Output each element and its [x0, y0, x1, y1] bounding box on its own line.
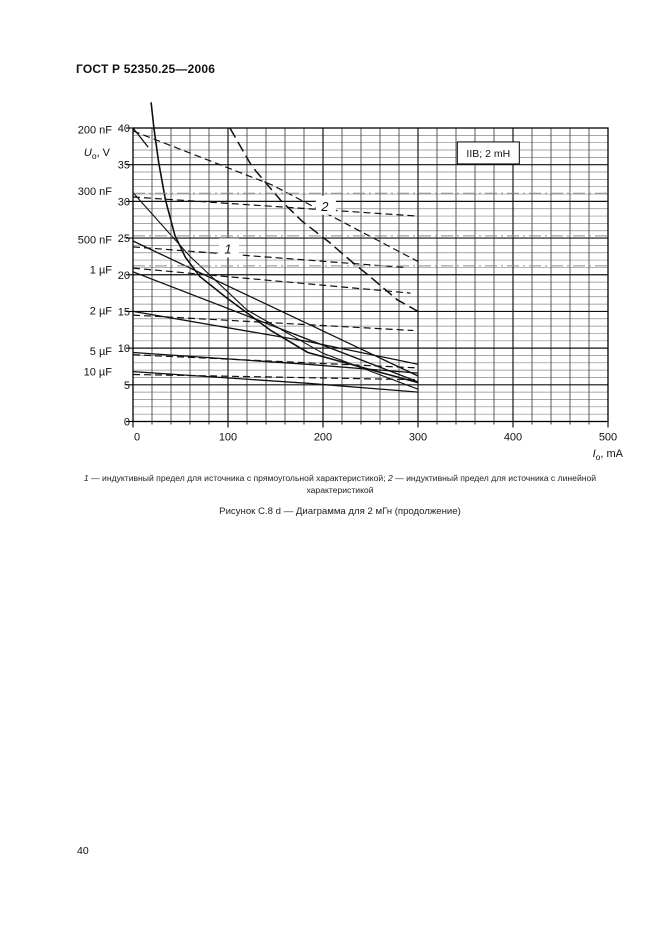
grid-major: [133, 128, 608, 422]
note-curve2-number: 2: [387, 473, 393, 483]
grid-minor-horizontal: [133, 134, 608, 415]
capacitance-label: 1 µF: [90, 265, 113, 277]
y-tick-label: 40: [118, 123, 130, 135]
y-tick-label: 0: [124, 417, 130, 429]
capacitance-label: 300 nF: [78, 186, 113, 198]
series-cap-1uF-solid: [132, 271, 419, 383]
series-limit-2-inductive-linear: [229, 127, 419, 313]
series-cap-10uF-dashed: [132, 373, 419, 381]
y-tick-label: 5: [124, 380, 130, 392]
curve-label-2: 2: [320, 199, 329, 214]
series-cap-500nF-solid: [132, 240, 419, 377]
x-tick-label: 400: [504, 432, 522, 444]
y-tick-label: 30: [118, 196, 130, 208]
y-tick-label: 35: [118, 160, 130, 172]
capacitance-label: 500 nF: [78, 235, 113, 247]
series-cap-2uF-dashed: [132, 314, 414, 332]
series-cap-2uF-solid: [132, 310, 419, 365]
note-curve2-text: — индуктивный предел для источника с лин…: [306, 473, 597, 495]
capacitance-label: 5 µF: [90, 346, 113, 358]
series-cap-10uF-solid: [132, 370, 419, 393]
series-limit-1-inductive-rectangular: [150, 102, 419, 384]
x-tick-label: 300: [409, 432, 427, 444]
data-series: [132, 102, 608, 393]
y-tick-label: 15: [118, 306, 130, 318]
series-cap-1uF-dashed: [132, 267, 411, 294]
x-tick-label: 100: [219, 432, 237, 444]
x-tick-label: 0: [134, 432, 140, 444]
series-cap-200nF-solid: [132, 127, 149, 148]
curve-label-1: 1: [224, 241, 231, 256]
capacitance-label: 2 µF: [90, 306, 113, 318]
group-label-text: IIB; 2 mH: [466, 148, 510, 160]
x-tick-label: 200: [314, 432, 332, 444]
axis-titles: Uo, V Io, mA: [84, 147, 624, 462]
x-axis-title: Io, mA: [593, 448, 624, 462]
y-axis-title: Uo, V: [84, 147, 111, 161]
group-label-box: IIB; 2 mH: [456, 141, 520, 165]
series-cap-300nF-dashed: [132, 196, 419, 217]
figure-note: 1 — индуктивный предел для источника с п…: [60, 473, 620, 496]
figure-caption: Рисунок С.8 d — Диаграмма для 2 мГн (про…: [219, 506, 461, 517]
capacitance-labels: 200 nF 300 nF 500 nF 1 µF 2 µF 5 µF 10 µF: [78, 124, 113, 378]
series-cap-300nF-solid: [132, 192, 419, 390]
series-cap-500nF-dashed: [132, 246, 404, 268]
note-curve1-text: — индуктивный предел для источника с пря…: [88, 473, 388, 483]
x-tick-label: 500: [599, 432, 617, 444]
note-curve1-number: 1: [83, 473, 89, 483]
series-cap-5uF-dashed: [132, 354, 419, 369]
capacitance-label: 200 nF: [78, 124, 113, 136]
y-tick-label: 25: [118, 233, 130, 245]
capacitance-label: 10 µF: [84, 367, 113, 379]
y-tick-label: 10: [118, 343, 130, 355]
document-header-title: ГОСТ Р 52350.25—2006: [76, 62, 216, 76]
plot-frame: [132, 127, 609, 423]
series-cap-200nF-dashed: [132, 130, 419, 263]
y-tick-label: 20: [118, 270, 130, 282]
curve-number-labels: 12: [219, 195, 336, 258]
series-cap-5uF-solid: [132, 351, 419, 374]
page-number: 40: [77, 845, 89, 857]
